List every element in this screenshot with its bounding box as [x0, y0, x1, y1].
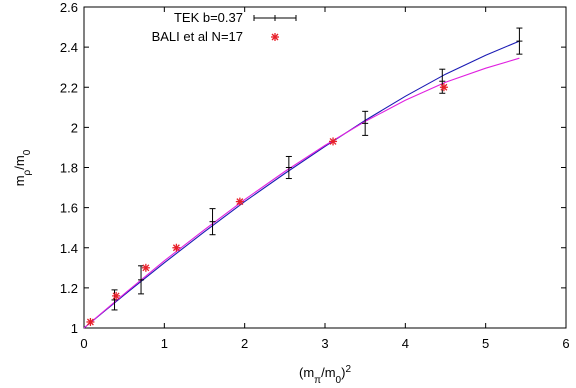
legend-marker-tek — [253, 15, 297, 21]
bali-point — [172, 243, 181, 252]
y-tick-label: 2.6 — [60, 0, 78, 15]
legend-label-bali: BALI et al N=17 — [152, 29, 243, 44]
bali-point — [112, 291, 121, 300]
y-axis-label: mρ/m0 — [12, 149, 33, 186]
y-tick-label: 2.2 — [60, 80, 78, 95]
axis-ticks: 0 1 2 3 4 5 611.21.41.61.822.22.42.6 — [60, 0, 570, 351]
legend-marker-bali — [271, 33, 279, 41]
x-tick-label: 4 — [402, 336, 409, 351]
y-tick-label: 2 — [71, 120, 78, 135]
y-tick-label: 2.4 — [60, 40, 78, 55]
bali-point — [141, 263, 150, 272]
x-tick-label: 0 — [80, 336, 87, 351]
bali-point — [235, 197, 244, 206]
legend: TEK b=0.37 BALI et al N=17 — [152, 10, 297, 44]
bali-point — [86, 317, 95, 326]
tek-point — [362, 110, 369, 136]
y-tick-label: 1.6 — [60, 201, 78, 216]
y-tick-label: 1.4 — [60, 241, 78, 256]
tek-point — [439, 68, 446, 94]
x-tick-label: 3 — [321, 336, 328, 351]
fit-curves — [83, 40, 520, 329]
plot-frame — [83, 6, 567, 329]
tek-point — [138, 265, 145, 295]
data-marks — [86, 27, 523, 326]
fit-curve-0 — [83, 40, 520, 329]
y-tick-label: 1 — [71, 321, 78, 336]
tek-point — [285, 155, 292, 180]
tek-point — [209, 208, 216, 236]
bali-point — [329, 137, 338, 146]
x-axis-label: (mπ/m0)2 — [299, 364, 351, 386]
legend-label-tek: TEK b=0.37 — [174, 10, 243, 25]
x-tick-label: 2 — [241, 336, 248, 351]
fit-curve-1 — [83, 57, 520, 329]
y-tick-label: 1.2 — [60, 281, 78, 296]
x-tick-label: 5 — [482, 336, 489, 351]
tek-point — [516, 27, 523, 55]
bali-point — [439, 83, 448, 92]
x-tick-label: 6 — [562, 336, 569, 351]
x-tick-label: 1 — [161, 336, 168, 351]
y-tick-label: 1.8 — [60, 161, 78, 176]
tek-point — [111, 289, 118, 311]
